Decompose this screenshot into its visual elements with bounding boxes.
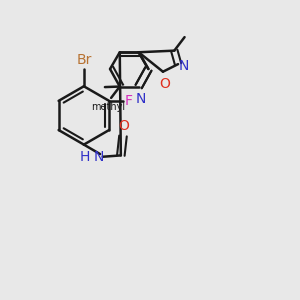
Text: N: N — [94, 150, 104, 164]
Text: N: N — [179, 59, 189, 73]
Text: F: F — [124, 94, 133, 108]
Text: O: O — [160, 77, 171, 91]
Text: Br: Br — [76, 53, 92, 68]
Text: methyl: methyl — [92, 102, 125, 112]
Text: N: N — [136, 92, 146, 106]
Text: H: H — [80, 150, 90, 164]
Text: O: O — [118, 119, 130, 133]
